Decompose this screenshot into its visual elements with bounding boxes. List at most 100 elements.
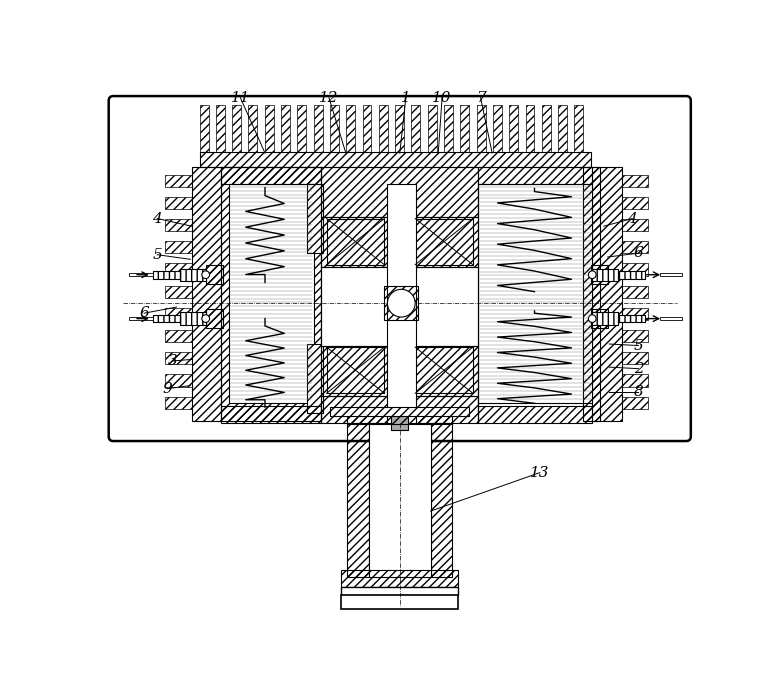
Bar [221, 167, 321, 184]
Bar [341, 570, 459, 587]
FancyBboxPatch shape [108, 96, 691, 441]
Bar [165, 352, 192, 364]
Text: 2: 2 [633, 362, 643, 376]
Bar [478, 167, 592, 184]
Text: 6: 6 [140, 306, 149, 320]
Bar [592, 313, 618, 325]
Bar [180, 269, 206, 281]
Bar [622, 352, 648, 364]
Bar [411, 346, 478, 396]
Bar [493, 105, 502, 151]
Bar [387, 184, 416, 429]
Bar [478, 406, 592, 422]
Bar [327, 347, 385, 393]
Bar [221, 406, 321, 422]
Bar [180, 269, 206, 281]
Bar [180, 313, 206, 325]
Circle shape [588, 315, 596, 322]
Bar [385, 286, 418, 320]
Bar [478, 184, 592, 403]
Bar [129, 317, 154, 320]
Bar [297, 105, 307, 151]
Text: 7: 7 [476, 91, 485, 105]
Bar [347, 422, 369, 577]
Bar [526, 105, 534, 151]
Bar [321, 346, 387, 396]
Bar [660, 317, 682, 320]
Bar [369, 422, 431, 577]
Bar [216, 105, 225, 151]
Bar [307, 184, 323, 253]
Bar [165, 242, 192, 253]
Text: 3: 3 [168, 354, 178, 368]
Bar [444, 105, 453, 151]
Bar [379, 105, 388, 151]
Bar [180, 313, 206, 325]
Bar [165, 263, 192, 276]
Text: 1: 1 [401, 91, 411, 105]
Text: 5: 5 [152, 248, 162, 262]
Bar [327, 218, 385, 265]
Bar [327, 218, 385, 265]
Bar [165, 374, 192, 387]
Text: 11: 11 [231, 91, 250, 105]
Bar [232, 105, 241, 151]
Bar [660, 273, 682, 276]
Bar [200, 105, 208, 151]
Bar [477, 105, 486, 151]
Bar [165, 219, 192, 231]
Bar [415, 347, 473, 393]
Bar [281, 105, 290, 151]
Bar [395, 105, 404, 151]
Circle shape [588, 271, 596, 279]
Bar [618, 271, 644, 279]
Bar [415, 218, 473, 265]
Bar [331, 407, 469, 417]
Bar [341, 595, 459, 609]
Bar [165, 197, 192, 209]
Bar [249, 105, 257, 151]
Bar [346, 105, 355, 151]
Text: 4: 4 [152, 211, 162, 225]
Bar [321, 217, 387, 267]
Bar [307, 344, 323, 413]
Text: 10: 10 [432, 91, 452, 105]
Text: 4: 4 [627, 211, 637, 225]
Bar [415, 218, 473, 265]
Bar [229, 184, 314, 403]
Circle shape [202, 315, 210, 322]
Bar [206, 309, 222, 328]
Bar [509, 105, 518, 151]
Bar [622, 285, 648, 298]
Bar [622, 308, 648, 320]
Bar [592, 313, 618, 325]
Bar [129, 273, 154, 276]
Bar [321, 167, 478, 217]
Text: 12: 12 [319, 91, 339, 105]
Bar [618, 315, 644, 322]
Bar [330, 105, 339, 151]
Bar [192, 167, 221, 421]
Bar [592, 269, 618, 281]
Bar [542, 105, 551, 151]
Bar [558, 105, 567, 151]
Text: 6: 6 [633, 246, 643, 260]
Bar [590, 309, 608, 328]
Bar [622, 174, 648, 187]
Circle shape [388, 290, 415, 317]
Bar [622, 330, 648, 342]
Bar [165, 174, 192, 187]
Text: 8: 8 [633, 385, 643, 399]
Bar [622, 396, 648, 409]
Circle shape [202, 271, 210, 279]
Bar [264, 105, 274, 151]
Bar [622, 242, 648, 253]
Bar [331, 407, 469, 417]
Bar [165, 308, 192, 320]
Bar [411, 105, 420, 151]
Text: 13: 13 [530, 466, 550, 480]
Bar [154, 315, 180, 322]
Bar [154, 271, 180, 279]
Bar [618, 315, 644, 322]
Bar [392, 415, 408, 430]
